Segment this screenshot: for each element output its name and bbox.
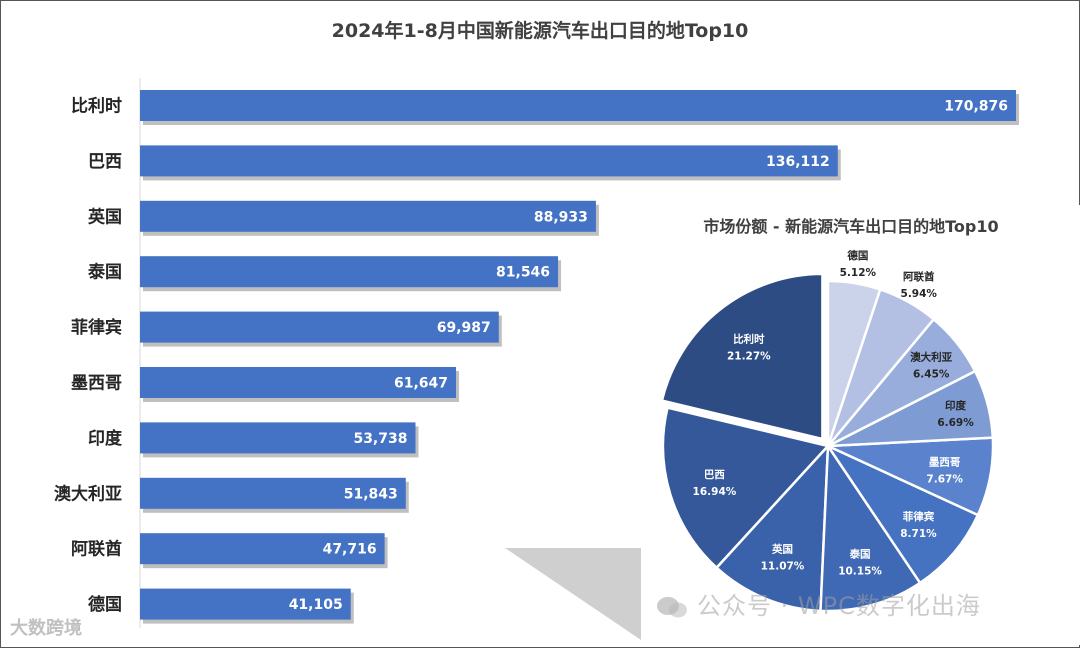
pie-label-pct: 5.12% bbox=[840, 267, 877, 279]
bar-2 bbox=[140, 200, 596, 232]
value-label: 81,546 bbox=[496, 265, 550, 281]
brand-text: 大数跨境 bbox=[10, 618, 82, 639]
category-label: 阿联酋 bbox=[71, 539, 122, 560]
value-label: 51,843 bbox=[344, 486, 398, 502]
pie-label-pct: 7.67% bbox=[926, 473, 963, 485]
category-label: 印度 bbox=[88, 428, 123, 449]
value-label: 61,647 bbox=[394, 376, 448, 392]
category-label: 泰国 bbox=[88, 262, 122, 283]
category-label: 英国 bbox=[88, 206, 122, 227]
pie-slice-0 bbox=[660, 272, 824, 441]
category-label: 巴西 bbox=[88, 152, 122, 172]
pie-label-name: 墨西哥 bbox=[929, 456, 961, 468]
pie-chart-panel: 市场份额 - 新能源汽车出口目的地Top10 比利时 21.27% 巴西 16.94%… bbox=[641, 205, 1080, 645]
pie-title: 市场份额 - 新能源汽车出口目的地Top10 bbox=[703, 217, 999, 236]
pie-slice-3 bbox=[819, 442, 922, 613]
bar-9 bbox=[140, 588, 351, 620]
bar-6 bbox=[140, 422, 416, 454]
category-label: 墨西哥 bbox=[71, 374, 122, 394]
bar-0 bbox=[140, 90, 1016, 121]
bar-3 bbox=[140, 256, 559, 288]
value-label: 88,933 bbox=[534, 209, 588, 225]
pie-label-pct: 5.94% bbox=[901, 288, 938, 300]
pie-label-name: 比利时 bbox=[733, 333, 765, 346]
bar-1 bbox=[140, 145, 838, 177]
pie-label-name: 阿联酋 bbox=[903, 270, 935, 283]
pie-label-name: 澳大利亚 bbox=[910, 351, 952, 364]
bar-8 bbox=[140, 533, 385, 565]
pie-label-pct: 6.45% bbox=[913, 369, 950, 381]
bar-4 bbox=[140, 311, 499, 343]
category-label: 德国 bbox=[88, 594, 122, 615]
pie-label-pct: 6.69% bbox=[937, 417, 974, 429]
bar-5 bbox=[140, 367, 457, 398]
wechat-icon bbox=[657, 597, 687, 618]
pie-label-pct: 11.07% bbox=[761, 561, 805, 573]
brand-watermark: 大数跨境 bbox=[10, 614, 82, 640]
pie-label-pct: 10.15% bbox=[838, 565, 882, 577]
pie-chart: 比利时 21.27% 巴西 16.94% 英国 11.07% 泰国 10.15% 菲律宾 8.71… bbox=[660, 249, 995, 613]
watermark: 公众号 · WPC数字化出海 bbox=[655, 586, 981, 621]
pie-slice-9 bbox=[826, 279, 882, 447]
watermark-text: 公众号 · WPC数字化出海 bbox=[697, 592, 981, 620]
value-label: 41,105 bbox=[289, 597, 343, 613]
pie-label-pct: 21.27% bbox=[727, 351, 771, 363]
value-label: 69,987 bbox=[437, 320, 491, 336]
pie-label-name: 德国 bbox=[846, 249, 868, 262]
category-label: 比利时 bbox=[71, 96, 122, 117]
value-label: 170,876 bbox=[944, 99, 1008, 115]
value-label: 47,716 bbox=[323, 542, 377, 558]
pie-slice-1 bbox=[661, 406, 831, 570]
category-label: 澳大利亚 bbox=[54, 483, 122, 504]
value-label: 136,112 bbox=[766, 154, 830, 170]
value-label: 53,738 bbox=[353, 431, 407, 447]
pie-label-name: 菲律宾 bbox=[903, 510, 935, 523]
pie-label-name: 泰国 bbox=[849, 547, 871, 560]
bar-7 bbox=[140, 477, 406, 509]
category-label: 菲律宾 bbox=[71, 317, 122, 338]
pie-slice-4 bbox=[824, 443, 980, 585]
pie-label-pct: 8.71% bbox=[900, 528, 937, 540]
chart-title: 2024年1-8月中国新能源汽车出口目的地Top10 bbox=[331, 20, 749, 42]
pie-slice-2 bbox=[714, 442, 830, 613]
pie-label-pct: 16.94% bbox=[693, 486, 737, 498]
pie-label-name: 英国 bbox=[771, 543, 793, 556]
pie-label-name: 巴西 bbox=[704, 469, 726, 481]
pie-label-name: 印度 bbox=[945, 399, 966, 412]
